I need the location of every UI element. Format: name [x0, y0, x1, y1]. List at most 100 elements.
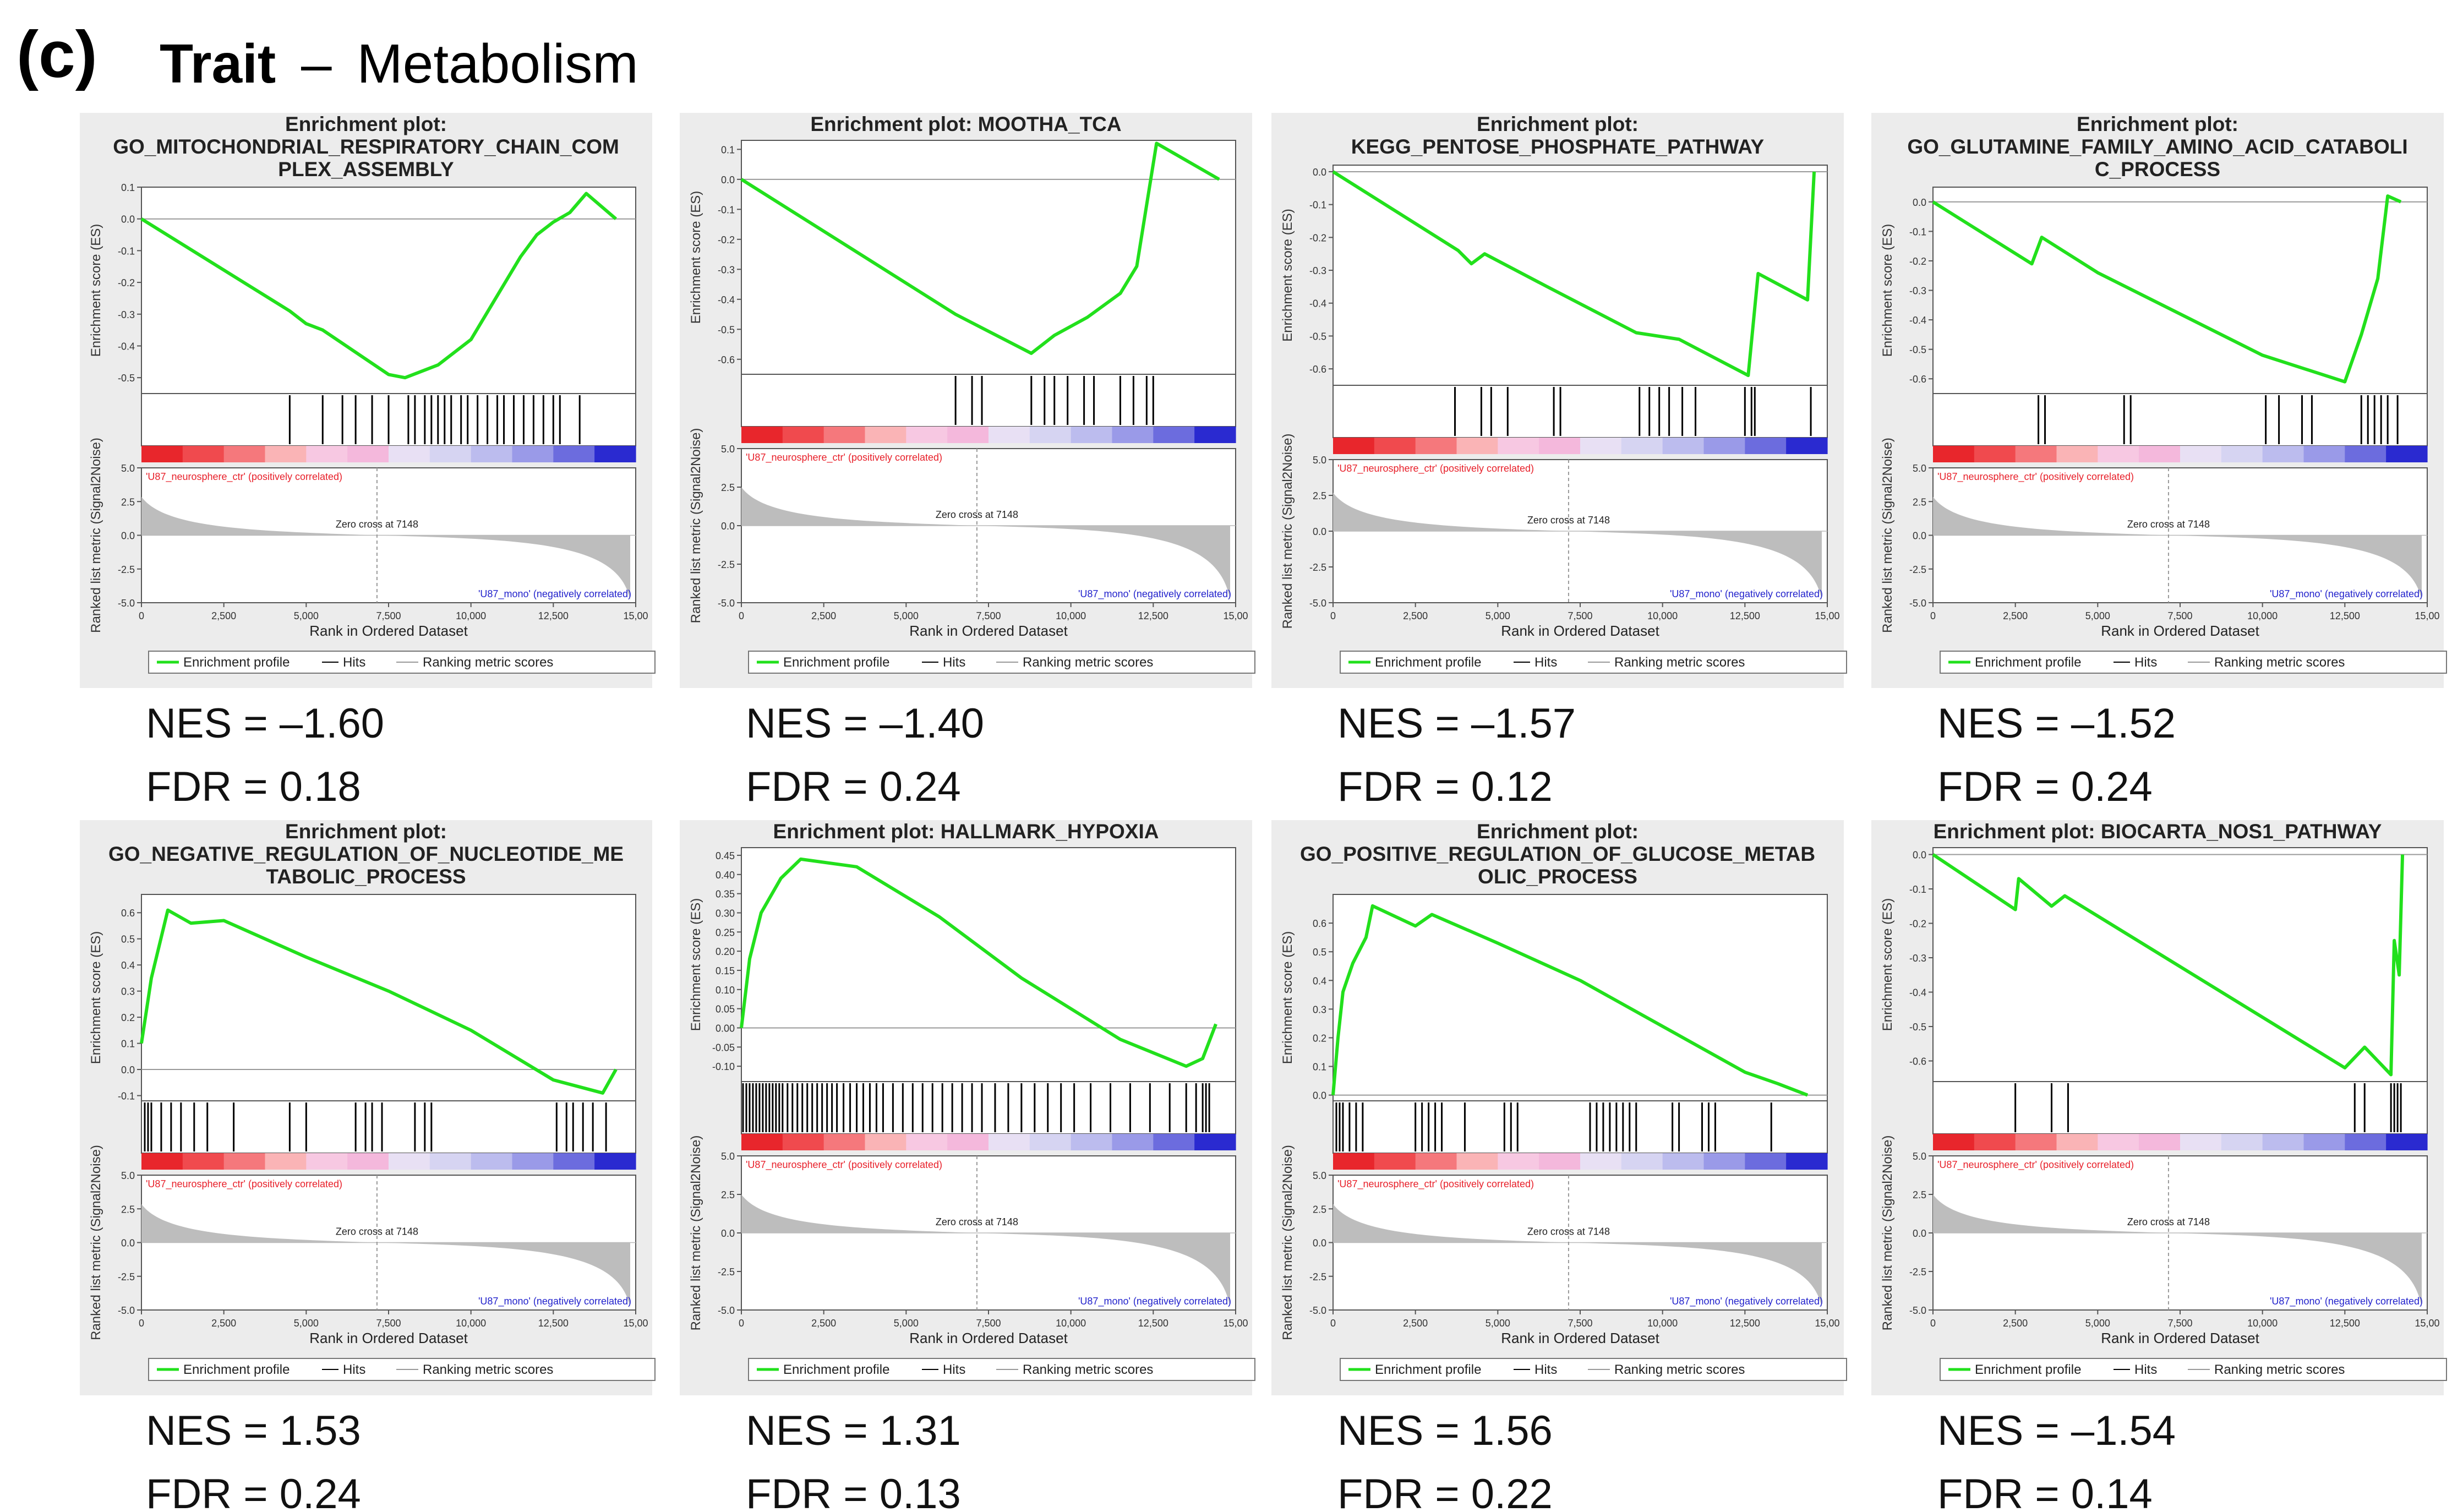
es-y-tick-label: -0.2 — [1909, 919, 1926, 930]
es-y-tick-label: 0.0 — [1313, 1090, 1326, 1101]
es-y-tick-label: -0.1 — [118, 1091, 135, 1102]
rank-gradient-segment — [2180, 1134, 2222, 1150]
x-tick-label: 15,00 — [2415, 610, 2439, 621]
gsea-plot: Enrichment plot:GO_MITOCHONDRIAL_RESPIRA… — [80, 113, 656, 810]
rank-gradient-segment — [2345, 1134, 2386, 1150]
es-y-tick-label: -0.5 — [1309, 331, 1326, 342]
metric-y-tick-label: -2.5 — [1309, 1271, 1326, 1282]
es-axis-label: Enrichment score (ES) — [689, 898, 703, 1031]
es-y-tick-label: 0.1 — [721, 144, 735, 155]
positive-correlation-label: 'U87_neurosphere_ctr' (positively correl… — [1337, 1178, 1534, 1190]
rank-gradient-segment — [2180, 446, 2222, 462]
es-y-tick-label: 0.45 — [716, 850, 735, 861]
es-axis-label: Enrichment score (ES) — [1280, 209, 1295, 341]
x-tick-label: 10,000 — [2247, 1318, 2278, 1329]
es-y-tick-label: 0.30 — [716, 908, 735, 919]
legend-hits-label: Hits — [343, 655, 365, 670]
rank-gradient-segment — [1786, 1153, 1828, 1170]
metric-y-tick-label: 0.0 — [1913, 1228, 1926, 1239]
es-y-tick-label: 0.2 — [1313, 1033, 1326, 1044]
es-y-tick-label: -0.1 — [718, 204, 735, 215]
legend-profile-label: Enrichment profile — [783, 655, 889, 670]
trait-dash: – — [301, 33, 332, 95]
x-tick-label: 12,500 — [1138, 610, 1168, 621]
rank-gradient-segment — [1974, 1134, 2016, 1150]
x-tick-label: 2,500 — [211, 610, 236, 621]
es-axis-label: Enrichment score (ES) — [689, 191, 703, 324]
x-tick-label: 12,500 — [2330, 1318, 2360, 1329]
gsea-plot: Enrichment plot:GO_NEGATIVE_REGULATION_O… — [80, 820, 656, 1512]
legend-metric-label: Ranking metric scores — [1023, 655, 1153, 670]
es-y-tick-label: 0.1 — [1313, 1062, 1326, 1073]
nes-value: NES = 1.31 — [746, 1407, 961, 1454]
fdr-value: FDR = 0.12 — [1337, 763, 1553, 810]
negative-correlation-label: 'U87_mono' (negatively correlated) — [1670, 1296, 1823, 1307]
rank-gradient-segment — [594, 446, 636, 462]
rank-gradient-segment — [989, 427, 1030, 443]
fdr-value: FDR = 0.24 — [146, 1471, 361, 1512]
es-y-tick-label: -0.6 — [1309, 364, 1326, 375]
fdr-value: FDR = 0.14 — [1937, 1471, 2153, 1512]
es-plot-area — [1332, 165, 1828, 386]
x-axis-label: Rank in Ordered Dataset — [309, 623, 468, 639]
legend-profile-label: Enrichment profile — [183, 655, 290, 670]
es-y-tick-label: -0.3 — [1309, 265, 1326, 276]
x-tick-label: 10,000 — [456, 610, 486, 621]
zero-cross-label: Zero cross at 7148 — [2127, 519, 2210, 530]
metric-axis-label: Ranked list metric (Signal2Noise) — [1880, 438, 1895, 633]
legend-hits-label: Hits — [943, 1362, 965, 1377]
legend-hits-label: Hits — [2134, 655, 2157, 670]
plot-title-line: C_PROCESS — [2095, 158, 2220, 181]
rank-gradient-segment — [347, 446, 389, 462]
x-tick-label: 5,000 — [294, 610, 319, 621]
positive-correlation-label: 'U87_neurosphere_ctr' (positively correl… — [1337, 463, 1534, 474]
x-tick-label: 7,500 — [976, 610, 1001, 621]
rank-gradient-segment — [1374, 438, 1416, 454]
fdr-value: FDR = 0.13 — [746, 1471, 961, 1512]
es-y-tick-label: -0.3 — [1909, 953, 1926, 964]
rank-gradient-segment — [1974, 446, 2016, 462]
plot-title-line: Enrichment plot: — [2077, 113, 2238, 135]
metric-y-tick-label: -2.5 — [1309, 562, 1326, 573]
plot-title-line: GO_NEGATIVE_REGULATION_OF_NUCLEOTIDE_ME — [108, 843, 624, 865]
es-y-tick-label: 0.35 — [716, 889, 735, 900]
metric-y-tick-label: -5.0 — [718, 1305, 735, 1316]
rank-gradient-segment — [823, 427, 866, 443]
zero-cross-label: Zero cross at 7148 — [1527, 1226, 1610, 1237]
es-y-tick-label: -0.2 — [1909, 256, 1926, 267]
rank-gradient-segment — [1415, 438, 1457, 454]
hits-plot-area — [1932, 1081, 2428, 1134]
rank-gradient-segment — [2303, 1134, 2345, 1150]
rank-gradient-segment — [906, 1134, 948, 1150]
x-axis-label: Rank in Ordered Dataset — [309, 1330, 468, 1346]
rank-gradient-segment — [782, 427, 824, 443]
rank-gradient-segment — [223, 446, 266, 462]
x-tick-label: 10,000 — [456, 1318, 486, 1329]
es-profile-line — [740, 857, 1217, 1068]
rank-gradient-segment — [2098, 1134, 2139, 1150]
x-tick-label: 0 — [1930, 1318, 1936, 1329]
metric-y-tick-label: 2.5 — [121, 1204, 135, 1215]
es-y-tick-label: 0.15 — [716, 965, 735, 976]
x-tick-label: 5,000 — [2085, 610, 2110, 621]
x-tick-label: 12,500 — [1138, 1318, 1168, 1329]
es-y-tick-label: -0.4 — [1309, 298, 1326, 309]
es-profile-line — [1332, 170, 1816, 378]
metric-axis-label: Ranked list metric (Signal2Noise) — [689, 428, 703, 624]
rank-gradient-segment — [223, 1153, 266, 1170]
rank-gradient-segment — [1194, 427, 1236, 443]
x-tick-label: 15,00 — [623, 610, 648, 621]
hits-plot-area — [741, 374, 1236, 427]
rank-gradient-segment — [2098, 446, 2139, 462]
rank-gradient-segment — [347, 1153, 389, 1170]
x-tick-label: 10,000 — [1647, 610, 1678, 621]
x-tick-label: 12,500 — [2330, 610, 2360, 621]
es-profile-line — [1932, 853, 2405, 1077]
es-y-tick-label: 0.0 — [1313, 167, 1326, 178]
rank-gradient-segment — [1933, 446, 1975, 462]
legend-metric-label: Ranking metric scores — [1023, 1362, 1153, 1377]
legend-profile-label: Enrichment profile — [1375, 1362, 1481, 1377]
rank-gradient-segment — [512, 1153, 554, 1170]
metric-y-tick-label: 0.0 — [1913, 531, 1926, 542]
